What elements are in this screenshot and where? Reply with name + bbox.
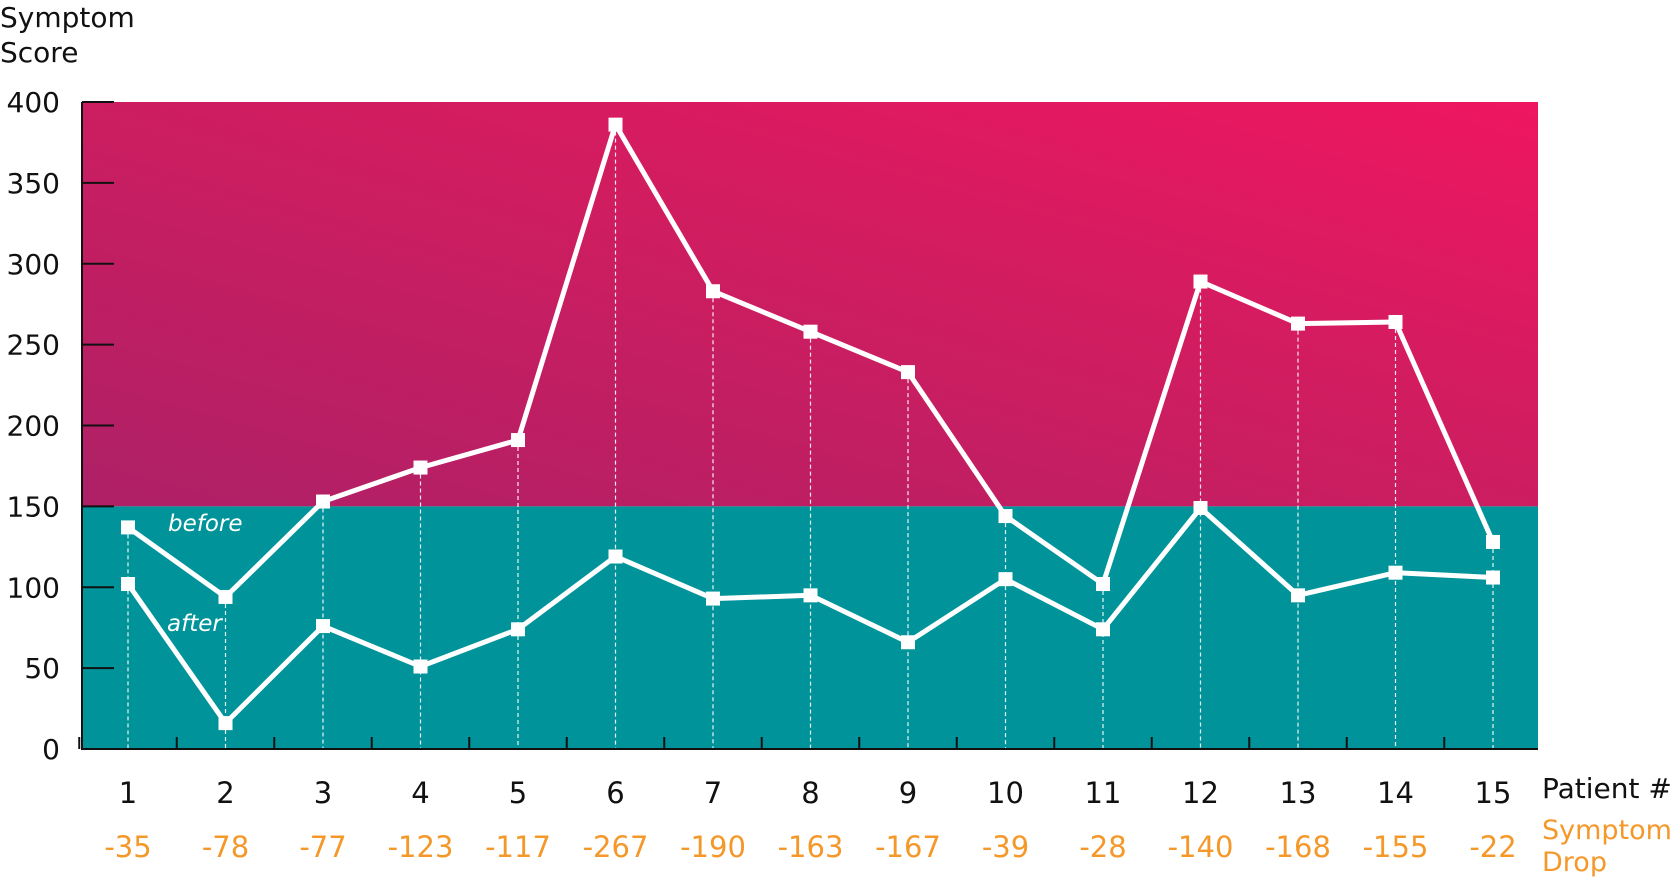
data-point-before xyxy=(998,509,1013,524)
y-tick-label: 200 xyxy=(7,410,60,443)
y-tick-label: 350 xyxy=(7,167,60,200)
data-point-before xyxy=(1193,274,1208,289)
y-tick-label: 250 xyxy=(7,329,60,362)
data-point-before xyxy=(316,494,330,509)
data-point-after xyxy=(1096,622,1110,637)
symptom-drop-value: -155 xyxy=(1363,830,1429,864)
data-point-before xyxy=(1388,314,1403,329)
x-tick-label: 10 xyxy=(987,776,1024,810)
data-point-after xyxy=(1486,570,1500,585)
symptom-drop-value: -22 xyxy=(1469,830,1516,864)
y-tick-label: 50 xyxy=(24,652,60,685)
data-point-before xyxy=(511,433,525,448)
data-point-before xyxy=(1291,316,1305,331)
x-tick-label: 8 xyxy=(801,776,819,810)
data-point-before xyxy=(608,117,623,132)
x-tick-label: 3 xyxy=(314,776,332,810)
data-point-before xyxy=(1486,534,1500,549)
x-tick-label: 1 xyxy=(119,776,137,810)
symptom-drop-value: -123 xyxy=(388,830,454,864)
symptom-drop-value: -77 xyxy=(299,830,346,864)
series-label-after: after xyxy=(167,611,223,637)
symptom-drop-value: -267 xyxy=(583,830,649,864)
data-point-after xyxy=(413,659,428,674)
symptom-drop-value: -28 xyxy=(1079,830,1126,864)
symptom-drop-title: Symptom Drop xyxy=(1542,815,1671,878)
data-point-before xyxy=(121,520,135,535)
data-point-after xyxy=(316,619,330,634)
x-axis-title: Patient # xyxy=(1542,772,1671,805)
data-point-after xyxy=(511,622,525,637)
x-tick-label: 6 xyxy=(606,776,624,810)
x-tick-label: 7 xyxy=(704,776,722,810)
x-tick-label: 2 xyxy=(216,776,234,810)
symptom-drop-value: -35 xyxy=(104,830,151,864)
data-point-before xyxy=(901,365,915,380)
data-point-before xyxy=(413,460,428,475)
x-tick-label: 15 xyxy=(1475,776,1512,810)
symptom-drop-value: -190 xyxy=(680,830,746,864)
x-tick-label: 12 xyxy=(1182,776,1219,810)
data-point-after xyxy=(1291,588,1305,603)
y-tick-label: 400 xyxy=(7,86,60,119)
data-point-after xyxy=(121,577,135,592)
data-point-after xyxy=(998,572,1013,587)
data-point-before xyxy=(706,284,720,299)
x-tick-label: 9 xyxy=(899,776,917,810)
data-point-after xyxy=(901,635,915,650)
x-tick-label: 14 xyxy=(1377,776,1414,810)
symptom-drop-value: -140 xyxy=(1168,830,1234,864)
x-tick-label: 4 xyxy=(411,776,429,810)
symptom-drop-value: -167 xyxy=(875,830,941,864)
data-point-after xyxy=(706,591,720,606)
data-point-after xyxy=(803,588,818,603)
data-point-before xyxy=(1096,577,1110,592)
symptom-drop-value: -163 xyxy=(778,830,844,864)
data-point-after xyxy=(608,549,623,564)
symptom-drop-value: -117 xyxy=(485,830,551,864)
x-tick-label: 13 xyxy=(1280,776,1317,810)
x-tick-label: 5 xyxy=(509,776,527,810)
y-tick-label: 0 xyxy=(42,733,60,766)
y-tick-label: 100 xyxy=(7,571,60,604)
y-axis-title: Symptom Score xyxy=(0,1,135,69)
x-tick-label: 11 xyxy=(1085,776,1122,810)
data-point-after xyxy=(1388,565,1403,580)
series-label-before: before xyxy=(168,511,243,537)
symptom-drop-value: -168 xyxy=(1265,830,1331,864)
symptom-drop-value: -78 xyxy=(202,830,249,864)
symptom-drop-value: -39 xyxy=(982,830,1029,864)
data-point-before xyxy=(218,589,233,604)
data-point-before xyxy=(803,324,818,339)
y-tick-label: 300 xyxy=(7,248,60,281)
data-point-after xyxy=(218,716,233,731)
data-point-after xyxy=(1193,500,1208,515)
y-tick-label: 150 xyxy=(7,490,60,523)
